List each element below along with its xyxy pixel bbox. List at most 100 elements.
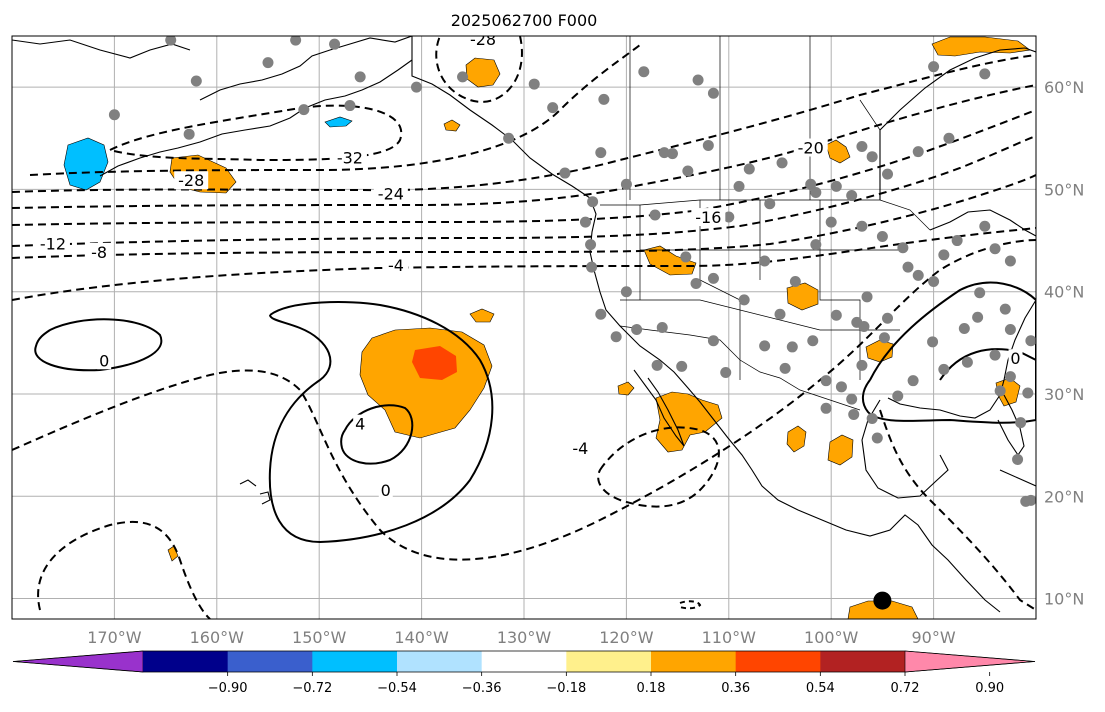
- station-dot: [871, 432, 883, 444]
- station-dot: [108, 109, 120, 121]
- station-dot: [938, 363, 950, 375]
- station-dot: [290, 36, 302, 46]
- borders: [411, 36, 931, 411]
- contour-label-bg: [691, 208, 726, 227]
- station-dot: [1022, 387, 1034, 399]
- coast-gulf: [861, 399, 949, 499]
- station-dot: [1012, 453, 1024, 465]
- contour-label-bg: [332, 148, 367, 167]
- lon-tick-labels: 170°W 160°W 150°W 140°W 130°W 120°W 110°W 100°W…: [87, 628, 956, 647]
- station-dot: [861, 291, 873, 303]
- colorbar-tick-label: 0.18: [637, 681, 666, 696]
- contour-label: -32: [337, 149, 363, 168]
- contour-solid-four: [340, 404, 414, 465]
- contour-label-bg: [1008, 349, 1023, 368]
- contour-label: -16: [695, 208, 721, 227]
- coast-caribbean: [999, 469, 1036, 487]
- station-dot: [638, 66, 650, 78]
- contour-dashed-24: [12, 54, 1036, 193]
- station-dot: [587, 196, 599, 208]
- contour-dashed-12: [12, 135, 1036, 247]
- station-dot: [410, 81, 422, 93]
- contour-label: -12: [40, 235, 66, 254]
- lon-tick-label: 130°W: [497, 628, 552, 647]
- colorbar-segment: [566, 651, 652, 672]
- lon-tick-label: 160°W: [190, 628, 245, 647]
- shade-blue-west: [63, 137, 109, 191]
- contour-label: 0: [1010, 349, 1020, 368]
- station-dot: [528, 78, 540, 90]
- station-dot: [882, 312, 894, 324]
- coast-alaska: [99, 59, 413, 177]
- colorbar-tick-label: −0.36: [462, 681, 502, 696]
- contour-labels: -28 -32 -28 -24 -20 -16 -12 -8 -4 -4 0 0 4 0: [35, 36, 1023, 500]
- station-dot: [878, 332, 890, 344]
- station-dot: [805, 178, 817, 190]
- contour-solid-zero-west: [34, 318, 163, 372]
- station-dot: [595, 147, 607, 159]
- contour-label: -24: [378, 185, 404, 204]
- coast-hawaii: [239, 479, 271, 505]
- station-dot: [972, 311, 984, 323]
- colorbar-segment: [820, 651, 906, 672]
- station-dot: [979, 220, 991, 232]
- lat-tick-labels: 60°N 50°N 40°N 30°N 20°N 10°N: [1044, 78, 1084, 608]
- colorbar-tick-label: −0.54: [377, 681, 417, 696]
- station-dot: [820, 402, 832, 414]
- station-dot: [866, 413, 878, 425]
- lat-tick-label: 40°N: [1044, 283, 1084, 302]
- station-dot: [961, 356, 973, 368]
- station-dot: [658, 147, 670, 159]
- colorbar-extend-low: [12, 650, 144, 673]
- station-dot: [702, 139, 714, 151]
- station-dot: [912, 146, 924, 158]
- station-dot: [692, 74, 704, 86]
- station-dot: [165, 36, 177, 46]
- station-dot: [586, 261, 598, 273]
- contour-label-bg: [35, 234, 70, 253]
- contour-label-bg: [793, 138, 828, 157]
- coast-east: [887, 299, 1036, 419]
- station-dot: [649, 209, 661, 221]
- contour-label-bg: [384, 256, 408, 275]
- station-dot: [707, 335, 719, 347]
- station-dot: [631, 324, 643, 336]
- station-dot: [943, 132, 955, 144]
- station-dot: [820, 375, 832, 387]
- contour-label-bg: [466, 36, 501, 49]
- station-dot: [690, 278, 702, 290]
- station-dot: [866, 151, 878, 163]
- station-dot: [882, 168, 894, 180]
- station-dot: [858, 320, 870, 332]
- shade-red-pacific-core: [412, 346, 457, 380]
- colorbar-tick-label: 0.72: [891, 681, 920, 696]
- station-dot: [856, 140, 868, 152]
- station-dot: [892, 390, 904, 402]
- contour-dashed-small-blob: [679, 600, 702, 610]
- colorbar-tick-label: 0.54: [806, 681, 835, 696]
- station-dot: [585, 239, 597, 251]
- lat-tick-label: 30°N: [1044, 385, 1084, 404]
- station-dot: [928, 61, 940, 73]
- shade-orange-dakota: [825, 139, 851, 164]
- station-dot: [774, 308, 786, 320]
- shaded-regions: [63, 36, 1031, 619]
- station-dot: [897, 242, 909, 254]
- station-dot: [759, 340, 771, 352]
- station-dot: [789, 275, 801, 287]
- colorbar-segment: [651, 651, 737, 672]
- border-us-mexico: [619, 325, 861, 411]
- contour-label: -20: [798, 139, 824, 158]
- station-dot: [354, 71, 366, 83]
- station-dot: [764, 198, 776, 210]
- coastlines: [12, 36, 1036, 613]
- contour-dashed-se: [879, 409, 1036, 611]
- station-dot: [876, 230, 888, 242]
- border-canada-provinces: [629, 36, 881, 200]
- station-dot: [559, 167, 571, 179]
- station-dot: [846, 393, 858, 405]
- station-dot: [190, 75, 202, 87]
- contour-label-bg: [353, 414, 368, 433]
- coast-north-america: [411, 36, 1001, 613]
- station-dot: [999, 303, 1011, 315]
